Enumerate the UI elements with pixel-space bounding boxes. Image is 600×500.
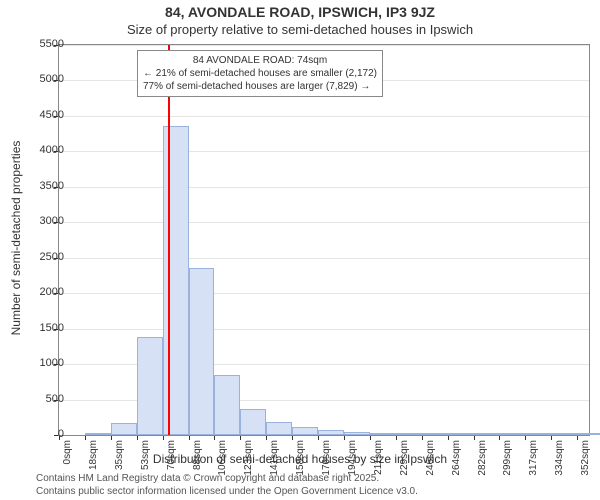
y-axis-label: Number of semi-detached properties [9, 141, 23, 336]
histogram-bar [448, 433, 474, 435]
annotation-line: 84 AVONDALE ROAD: 74sqm [143, 54, 377, 67]
y-tick-label: 4000 [24, 144, 64, 156]
plot-area: 84 AVONDALE ROAD: 74sqm← 21% of semi-det… [58, 44, 590, 436]
y-tick-label: 3000 [24, 215, 64, 227]
chart-subtitle: Size of property relative to semi-detach… [0, 22, 600, 37]
histogram-bar [214, 375, 240, 435]
x-tick-label: 158sqm [295, 440, 306, 476]
x-tick-label: 334sqm [554, 440, 565, 476]
histogram-bar [292, 427, 318, 436]
x-tick-label: 317sqm [528, 440, 539, 476]
histogram-bar [318, 430, 344, 435]
x-tick-label: 0sqm [62, 440, 73, 464]
x-tick-label: 229sqm [399, 440, 410, 476]
x-tick-label: 264sqm [451, 440, 462, 476]
x-tick-label: 141sqm [269, 440, 280, 476]
histogram-bar [551, 433, 577, 435]
histogram-bar [577, 433, 600, 435]
annotation-line: ← 21% of semi-detached houses are smalle… [143, 67, 377, 80]
histogram-bar [240, 409, 266, 435]
y-tick-label: 5000 [24, 73, 64, 85]
y-tick-label: 4500 [24, 109, 64, 121]
x-tick-label: 282sqm [477, 440, 488, 476]
annotation-line: 77% of semi-detached houses are larger (… [143, 80, 377, 93]
x-tick-label: 211sqm [373, 440, 384, 475]
y-tick-label: 5500 [24, 38, 64, 50]
x-tick-label: 299sqm [502, 440, 513, 476]
x-tick-label: 246sqm [425, 440, 436, 476]
histogram-bar [163, 126, 189, 435]
histogram-bar [499, 433, 525, 435]
annotation-box: 84 AVONDALE ROAD: 74sqm← 21% of semi-det… [137, 50, 383, 97]
reference-line [168, 45, 170, 435]
attribution-footer: Contains HM Land Registry data © Crown c… [36, 473, 592, 498]
x-tick-label: 352sqm [580, 440, 591, 476]
histogram-bar [137, 337, 163, 435]
x-tick-label: 194sqm [347, 440, 358, 476]
chart-title: 84, AVONDALE ROAD, IPSWICH, IP3 9JZ [0, 4, 600, 20]
x-tick-label: 53sqm [140, 440, 151, 470]
histogram-bar [422, 433, 448, 435]
histogram-bar [111, 423, 137, 435]
histogram-bar [370, 433, 396, 435]
y-tick-label: 2000 [24, 286, 64, 298]
histogram-bar [344, 432, 370, 435]
footer-line-2: Contains public sector information licen… [36, 486, 592, 499]
histogram-bar [85, 433, 111, 435]
histogram-bar [266, 422, 292, 435]
x-tick-label: 123sqm [243, 440, 254, 476]
y-tick-label: 500 [24, 393, 64, 405]
y-tick-label: 3500 [24, 180, 64, 192]
histogram-bar [474, 433, 500, 435]
x-tick-label: 35sqm [114, 440, 125, 470]
y-tick-label: 2500 [24, 251, 64, 263]
histogram-bar [189, 268, 215, 435]
x-tick-label: 18sqm [88, 440, 99, 470]
histogram-bar [525, 433, 551, 435]
chart-container: 84, AVONDALE ROAD, IPSWICH, IP3 9JZ Size… [0, 0, 600, 500]
y-tick-label: 1500 [24, 322, 64, 334]
x-tick-label: 106sqm [217, 440, 228, 476]
x-tick-label: 70sqm [166, 440, 177, 470]
y-tick-label: 0 [24, 428, 64, 440]
y-tick-label: 1000 [24, 357, 64, 369]
x-tick-label: 176sqm [321, 440, 332, 476]
histogram-bar [396, 433, 422, 435]
x-tick-label: 88sqm [192, 440, 203, 470]
